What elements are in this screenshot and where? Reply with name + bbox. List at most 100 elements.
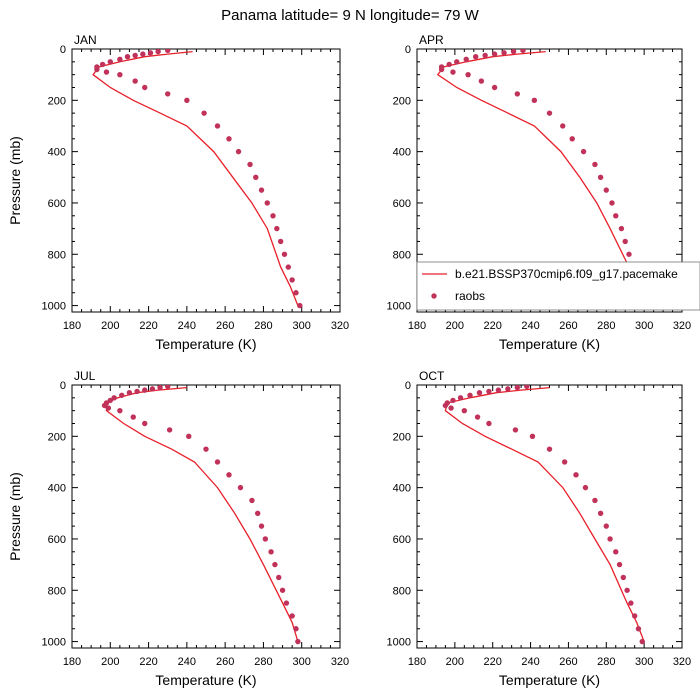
x-tick-label: 260 [216,656,234,668]
raobs-point [495,387,502,393]
raobs-point [166,427,173,433]
y-axis-label: Pressure (mb) [7,136,23,225]
raobs-point [597,174,604,180]
raobs-point [247,161,253,168]
raobs-point [465,71,471,78]
y-tick-label: 1000 [387,637,411,649]
raobs-point [226,136,232,142]
raobs-point [476,389,483,396]
raobs-point [107,397,113,404]
raobs-point [94,64,100,70]
x-tick-label: 320 [673,656,691,668]
y-tick-label: 800 [393,249,411,261]
x-tick-label: 180 [408,656,426,668]
raobs-point [446,61,452,68]
raobs-point [622,238,628,245]
x-tick-label: 240 [521,320,539,332]
raobs-point [510,49,517,55]
x-tick-label: 240 [178,320,196,332]
legend-box [416,261,700,311]
x-tick-label: 240 [521,656,539,668]
raobs-point [624,587,630,593]
raobs-point [293,290,299,296]
x-tick-label: 260 [216,320,234,332]
panels: 180 200 220 240 260 280 300 320 0 200 400 600 800 100… [7,33,691,688]
model-profile-line [444,386,645,642]
raobs-point [132,52,138,59]
raobs-point [279,587,286,593]
raobs-point [117,56,123,62]
raobs-point [132,78,138,84]
panel-title: JAN [74,33,97,47]
raobs-point [130,414,136,420]
raobs-point [142,420,148,427]
y-tick-label: 1000 [387,301,411,313]
raobs-point [560,123,566,129]
raobs-point [235,148,242,155]
raobs-point [580,148,587,155]
raobs-point [520,49,526,53]
raobs-point [616,561,623,568]
x-tick-label: 220 [484,320,502,332]
raobs-point [582,484,589,491]
raobs-point [201,110,207,116]
legend-point-swatch [431,293,437,299]
x-tick-label: 260 [559,656,577,668]
x-tick-label: 180 [63,320,81,332]
raobs-point [149,386,156,392]
figure-title: Panama latitude= 9 N longitude= 79 W [221,7,480,24]
raobs-point [635,626,642,632]
raobs-point [603,523,609,529]
panel-title: JUL [74,369,96,383]
raobs-point [546,110,553,116]
raobs-point [272,561,278,568]
raobs-point [531,97,538,104]
raobs-point [486,420,492,427]
raobs-point [628,600,634,606]
raobs-point [486,388,492,395]
raobs-point [620,574,627,581]
raobs-point [297,302,303,309]
y-tick-label: 0 [405,44,411,56]
x-tick-label: 180 [408,320,426,332]
legend-model-label: b.e21.BSSP370cmip6.f09_g17.pacemake [455,267,678,281]
raobs-point [258,187,265,193]
raobs-point [262,536,269,542]
raobs-point [274,225,280,232]
y-tick-label: 600 [48,534,66,546]
raobs-point [448,405,454,411]
raobs-point [293,626,299,632]
x-tick-label: 300 [635,656,653,668]
raobs-point [268,549,274,555]
panel-jan: 180 200 220 240 260 280 300 320 0 200 400 600 800 100… [7,33,349,352]
raobs-point [474,414,481,420]
y-tick-label: 200 [48,95,66,107]
raobs-point [597,510,604,516]
raobs-point [264,200,270,206]
raobs-point [203,446,209,452]
raobs-point [491,84,498,91]
x-tick-label: 240 [178,656,196,668]
raobs-point [134,388,140,395]
x-tick-label: 300 [635,320,653,332]
panel-title: OCT [419,369,445,383]
raobs-point [454,59,460,65]
y-tick-label: 400 [393,147,411,159]
raobs-point [592,161,598,168]
raobs-point [514,385,521,391]
y-tick-label: 200 [393,95,411,107]
x-axis-label: Temperature (K) [499,336,600,352]
raobs-point [214,459,221,465]
plot-area [92,49,303,309]
raobs-point [461,407,468,414]
raobs-point [603,187,609,193]
legend-obs-label: raobs [455,289,485,303]
model-profile-line [436,50,643,306]
raobs-point [467,392,473,398]
raobs-point [450,69,456,75]
raobs-point [142,387,148,393]
raobs-point [592,497,598,504]
panel-oct: 180 200 220 240 260 280 300 320 0 200 400 600 800 100… [387,369,692,688]
